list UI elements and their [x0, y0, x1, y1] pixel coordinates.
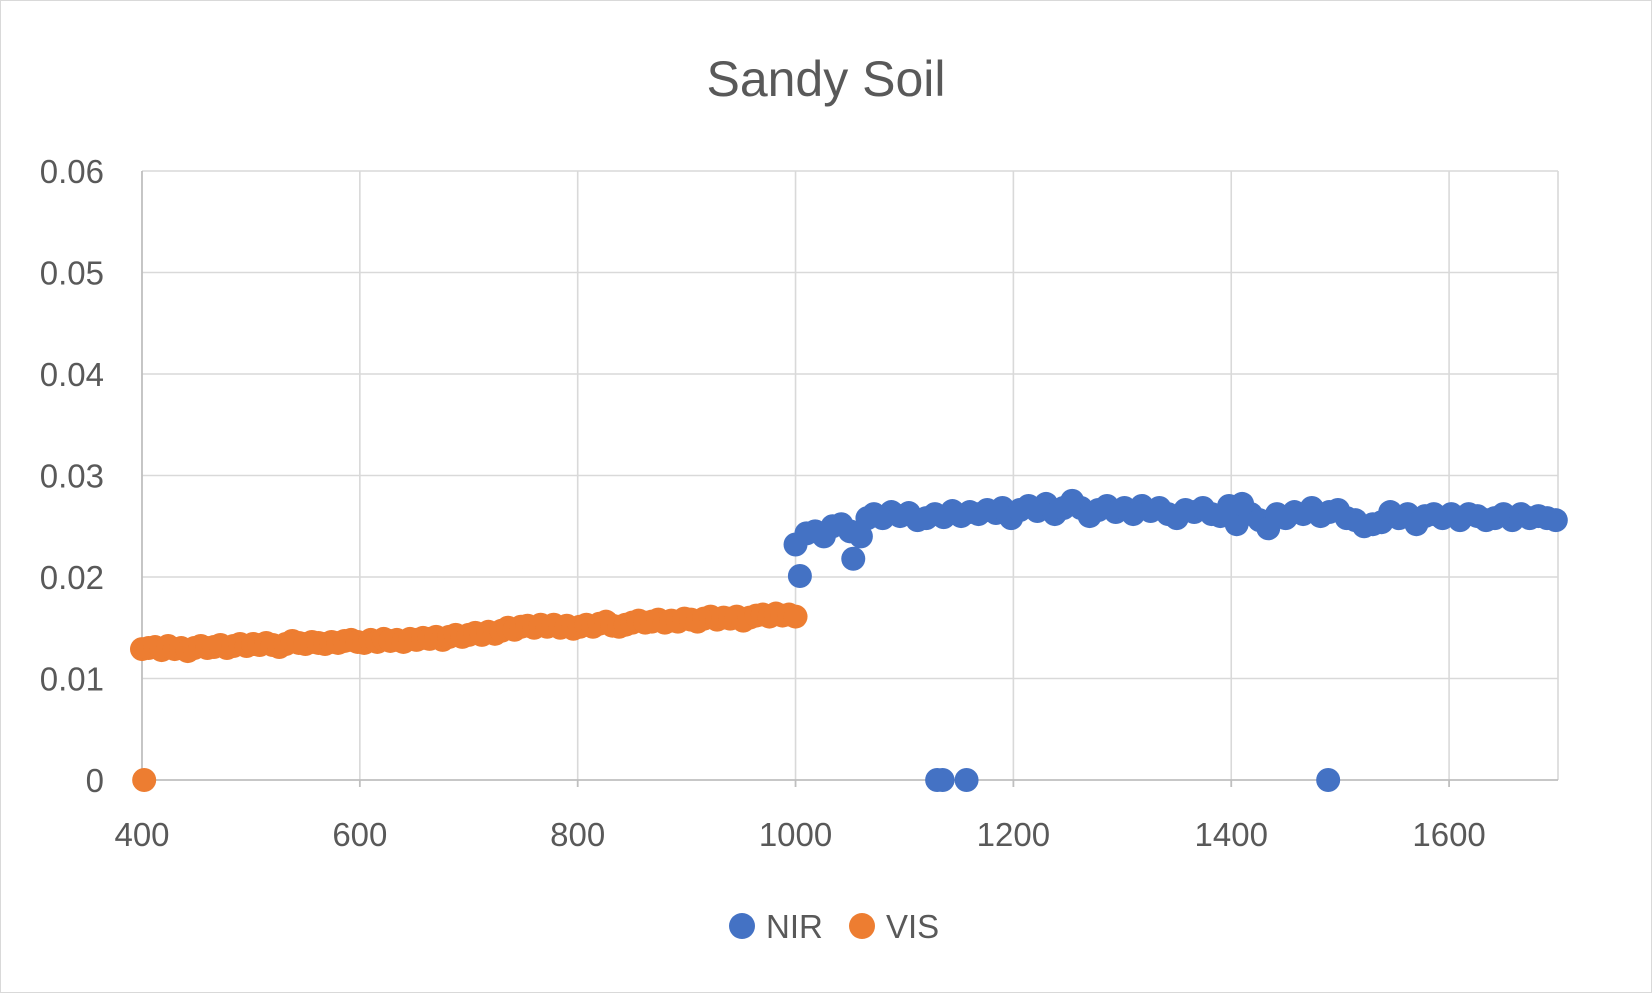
y-tick-label: 0.04	[40, 356, 104, 393]
point-nir	[841, 546, 866, 571]
x-tick-label: 1200	[977, 816, 1050, 853]
point-nir	[848, 524, 873, 549]
legend-marker-vis	[849, 913, 875, 939]
x-tick-label: 800	[550, 816, 605, 853]
series-vis	[130, 601, 808, 792]
y-tick-label: 0.05	[40, 255, 104, 292]
y-tick-label: 0.01	[40, 661, 104, 698]
x-tick-label: 1000	[759, 816, 832, 853]
y-tick-label: 0.02	[40, 559, 104, 596]
point-nir	[954, 768, 979, 792]
x-tick-label: 1400	[1195, 816, 1268, 853]
y-tick-label: 0.03	[40, 458, 104, 495]
x-tick-label: 600	[332, 816, 387, 853]
legend-label-nir: NIR	[766, 908, 823, 945]
legend-label-vis: VIS	[886, 908, 939, 945]
point-nir	[1543, 508, 1568, 533]
y-tick-label: 0.06	[40, 153, 104, 190]
chart-title: Sandy Soil	[706, 51, 945, 107]
x-tick-label: 1600	[1412, 816, 1485, 853]
tick-labels: 0 0.01 0.02 0.03 0.04 0.05 0.06 400 600 800 1000 12…	[40, 153, 1486, 853]
point-nir	[930, 768, 955, 792]
grid-lines	[142, 170, 1559, 780]
point-vis	[132, 768, 157, 792]
legend: NIR VIS	[729, 908, 939, 945]
series-nir	[783, 488, 1568, 792]
legend-marker-nir	[729, 913, 755, 939]
point-nir	[787, 563, 812, 588]
axes	[141, 171, 1558, 787]
x-tick-label: 400	[114, 816, 169, 853]
y-tick-label: 0	[86, 762, 104, 799]
point-vis	[783, 604, 808, 629]
point-nir	[1316, 768, 1341, 792]
